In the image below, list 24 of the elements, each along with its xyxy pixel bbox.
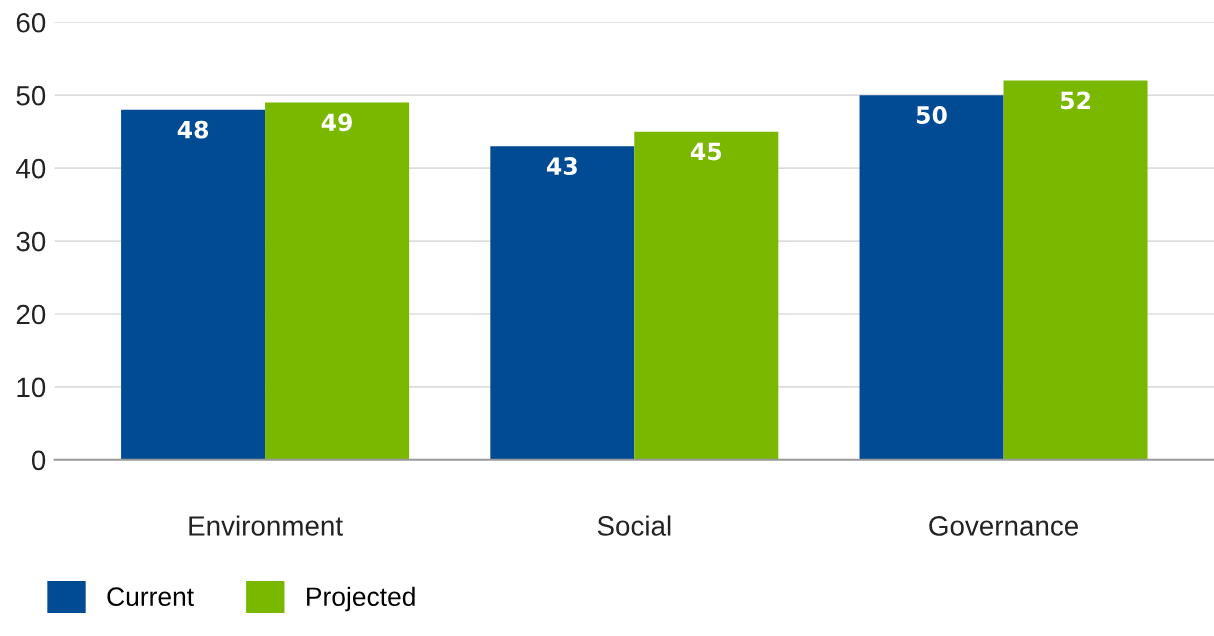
legend-label: Current [107,587,194,607]
y-tick-label: 10 [17,377,46,398]
bar [265,102,410,460]
y-tick-label: 40 [16,158,46,179]
y-tick-label: 20 [16,304,46,325]
bar [490,146,635,460]
data-label: 52 [1060,91,1090,110]
x-tick-label: Environment [189,515,343,536]
data-label: 48 [177,120,209,139]
data-label: 43 [546,157,577,175]
x-tick-label: Social [597,515,671,536]
data-label: 45 [690,142,722,161]
bar [121,109,266,460]
bar [1003,80,1148,460]
data-label: 50 [916,106,947,124]
legend-label: Projected [307,586,415,612]
y-tick-label: 0 [31,450,46,471]
y-tick-label: 30 [16,231,46,252]
data-label: 49 [321,113,353,132]
x-tick-label: Governance [929,516,1078,536]
bar [859,95,1004,460]
bar [634,131,779,460]
y-tick-label: 60 [16,12,46,33]
y-tick-label: 50 [16,85,46,106]
